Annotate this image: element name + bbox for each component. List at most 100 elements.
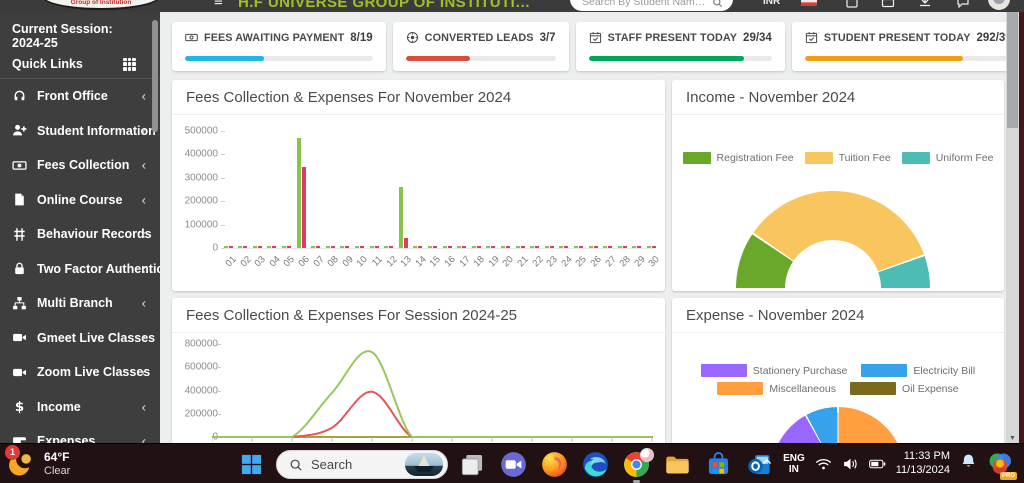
bar-fees-day-11[interactable]: [369, 246, 374, 248]
bar-expense-day-26[interactable]: [593, 246, 598, 248]
bar-fees-day-10[interactable]: [354, 246, 359, 248]
bar-expense-day-29[interactable]: [637, 246, 642, 248]
bar-expense-day-03[interactable]: [257, 246, 262, 248]
taskbar-app-edge[interactable]: [582, 451, 609, 478]
language-flag-icon[interactable]: [801, 0, 817, 6]
battery-icon[interactable]: [868, 457, 886, 471]
wifi-icon[interactable]: [815, 457, 832, 471]
bar-expense-day-05[interactable]: [286, 246, 291, 248]
bar-expense-day-06[interactable]: [301, 167, 306, 248]
stat-card-converted-leads[interactable]: CONVERTED LEADS 3/7: [392, 22, 569, 71]
taskbar-search-input[interactable]: Search: [276, 450, 448, 479]
calendar-icon[interactable]: [881, 0, 895, 8]
bar-expense-day-17[interactable]: [462, 246, 467, 248]
bar-expense-day-13[interactable]: [403, 237, 408, 248]
sidebar-scrollbar[interactable]: [152, 12, 158, 443]
bar-expense-day-02[interactable]: [243, 246, 248, 248]
taskbar-app-chrome[interactable]: [623, 448, 654, 483]
taskbar-app-outlook[interactable]: [746, 451, 773, 478]
legend-item-stationery-purchase[interactable]: Stationery Purchase: [700, 364, 847, 377]
bar-fees-day-13[interactable]: [398, 186, 403, 248]
clock[interactable]: 11:33 PM 11/13/2024: [896, 450, 950, 478]
legend-item-registration-fee[interactable]: Registration Fee: [682, 152, 794, 164]
bar-fees-day-04[interactable]: [267, 246, 272, 248]
bar-expense-day-27[interactable]: [608, 246, 613, 248]
bar-expense-day-30[interactable]: [651, 246, 656, 248]
language-switcher[interactable]: ENG IN: [783, 452, 805, 476]
bar-expense-day-11[interactable]: [374, 246, 379, 248]
bar-fees-day-29[interactable]: [632, 246, 637, 248]
bar-fees-day-01[interactable]: [223, 246, 228, 248]
stat-card-staff-present-today[interactable]: STAFF PRESENT TODAY 29/34: [575, 22, 785, 71]
sidebar-scrollbar-thumb[interactable]: [152, 20, 158, 132]
page-scrollbar[interactable]: ▼: [1006, 12, 1019, 443]
legend-item-miscellaneous[interactable]: Miscellaneous: [717, 382, 836, 395]
bar-expense-day-04[interactable]: [272, 246, 277, 248]
income-half-donut-chart[interactable]: [736, 191, 930, 288]
sidebar-item-multi-branch[interactable]: Multi Branch ‹: [0, 286, 160, 321]
bar-expense-day-24[interactable]: [564, 246, 569, 248]
taskbar-app-firefox[interactable]: [541, 451, 568, 478]
bar-fees-day-25[interactable]: [573, 246, 578, 248]
bar-fees-day-26[interactable]: [588, 246, 593, 248]
bar-fees-day-30[interactable]: [646, 246, 651, 248]
bar-expense-day-10[interactable]: [359, 246, 364, 248]
bar-fees-day-21[interactable]: [515, 246, 520, 248]
legend-item-tuition-fee[interactable]: Tuition Fee: [804, 152, 891, 164]
sidebar-item-online-course[interactable]: Online Course ‹: [0, 183, 160, 218]
sidebar-item-behaviour-records[interactable]: Behaviour Records ‹: [0, 217, 160, 252]
bar-fees-day-14[interactable]: [413, 246, 418, 248]
bar-fees-day-28[interactable]: [617, 246, 622, 248]
taskbar-app-chat[interactable]: [500, 451, 527, 478]
school-logo[interactable]: Group of Institution: [42, 0, 160, 10]
page-scrollbar-thumb[interactable]: [1007, 12, 1018, 128]
sidebar-item-expenses[interactable]: Expenses ‹: [0, 424, 160, 443]
bar-expense-day-14[interactable]: [418, 246, 423, 248]
quick-links[interactable]: Quick Links: [0, 52, 160, 78]
bar-fees-day-12[interactable]: [384, 246, 389, 248]
chat-icon[interactable]: [956, 0, 970, 9]
bar-expense-day-15[interactable]: [432, 246, 437, 248]
sidebar-item-student-information[interactable]: Student Information ‹: [0, 114, 160, 149]
user-avatar[interactable]: [988, 0, 1010, 10]
weather-widget[interactable]: 1 64°F Clear: [5, 445, 70, 478]
start-button[interactable]: [240, 453, 263, 476]
bar-fees-day-15[interactable]: [427, 246, 432, 248]
taskbar-app-file-explorer[interactable]: [664, 451, 691, 478]
bar-expense-day-20[interactable]: [505, 246, 510, 248]
bar-expense-day-21[interactable]: [520, 246, 525, 248]
bar-fees-day-23[interactable]: [544, 246, 549, 248]
legend-item-electricity-bill[interactable]: Electricity Bill: [861, 364, 975, 377]
bar-fees-day-27[interactable]: [603, 246, 608, 248]
bar-fees-day-18[interactable]: [471, 246, 476, 248]
tray-overflow-chevron-icon[interactable]: [761, 455, 773, 473]
notification-bell-icon[interactable]: [960, 453, 977, 475]
bar-fees-day-20[interactable]: [500, 246, 505, 248]
bar-expense-day-07[interactable]: [316, 246, 321, 248]
bar-expense-day-19[interactable]: [491, 246, 496, 248]
bar-fees-day-22[interactable]: [530, 246, 535, 248]
bar-expense-day-16[interactable]: [447, 246, 452, 248]
legend-item-oil-expense[interactable]: Oil Expense: [849, 382, 959, 395]
menu-toggle-icon[interactable]: ≡: [214, 0, 223, 10]
taskbar-app-task-view[interactable]: [459, 451, 486, 478]
grid-icon[interactable]: [123, 57, 136, 71]
bar-fees-day-17[interactable]: [457, 246, 462, 248]
sidebar-item-income[interactable]: $ Income ‹: [0, 390, 160, 425]
bar-fees-day-24[interactable]: [559, 246, 564, 248]
student-search-input[interactable]: Search By Student Nam…: [570, 0, 733, 11]
currency-label[interactable]: INR: [763, 0, 781, 7]
bar-fees-day-08[interactable]: [325, 246, 330, 248]
scrollbar-down-arrow[interactable]: ▼: [1009, 435, 1016, 442]
bar-expense-day-25[interactable]: [578, 246, 583, 248]
download-icon[interactable]: [918, 0, 932, 8]
sidebar-item-fees-collection[interactable]: Fees Collection ‹: [0, 148, 160, 183]
volume-icon[interactable]: [842, 457, 859, 471]
bar-expense-day-09[interactable]: [345, 246, 350, 248]
legend-item-uniform-fee[interactable]: Uniform Fee: [901, 152, 993, 164]
calculator-icon[interactable]: [845, 0, 859, 8]
bar-expense-day-23[interactable]: [549, 246, 554, 248]
sidebar-item-gmeet-live-classes[interactable]: Gmeet Live Classes ‹: [0, 321, 160, 356]
bar-expense-day-01[interactable]: [228, 246, 233, 248]
bar-expense-day-28[interactable]: [622, 246, 627, 248]
